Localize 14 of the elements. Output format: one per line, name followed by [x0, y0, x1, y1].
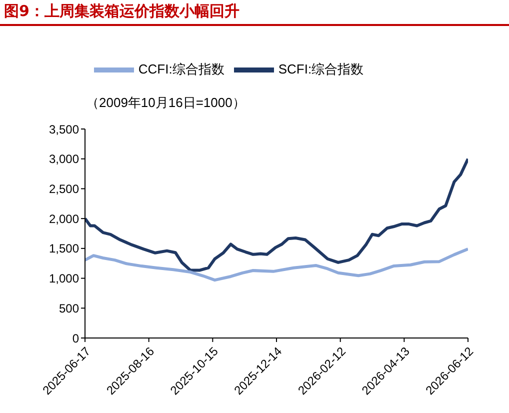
- legend-label: SCFI:综合指数: [278, 61, 364, 76]
- text: （2009年10月16日=1000）: [86, 94, 246, 112]
- y-tick-label: 2,500: [48, 182, 80, 196]
- y-tick-label: 1,500: [48, 242, 80, 256]
- y-tick-label: 3,000: [48, 152, 80, 166]
- line-series: [85, 157, 468, 272]
- y-tick-label: 1,000: [48, 272, 80, 286]
- y-tick-label: 3,500: [48, 122, 80, 136]
- y-tick-label: 500: [58, 301, 80, 316]
- legend-label: CCFI:综合指数: [138, 61, 224, 76]
- line-series: [85, 248, 468, 282]
- y-tick-label: 0: [72, 331, 80, 346]
- y-tick-label: 2,000: [48, 212, 80, 226]
- chart-title: 图9：上周集装箱运价指数小幅回升: [4, 2, 240, 21]
